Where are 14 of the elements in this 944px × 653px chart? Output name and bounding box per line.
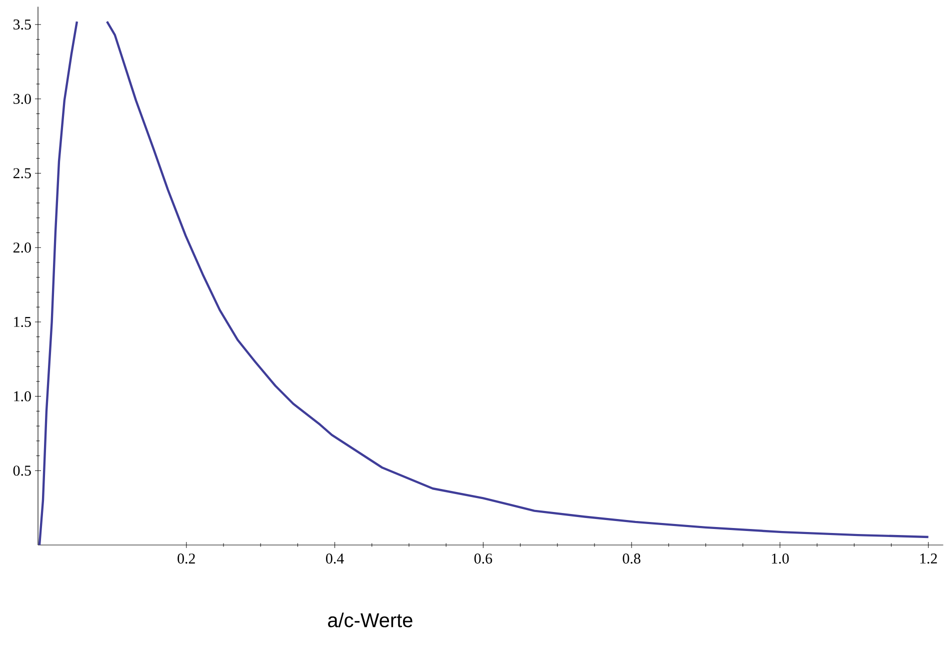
x-tick-label: 0.4 <box>326 554 344 564</box>
x-axis-title: a/c-Werte <box>328 612 412 628</box>
y-tick-label: 3.0 <box>14 94 31 104</box>
x-tick-label: 0.6 <box>474 554 492 564</box>
y-tick-label: 1.5 <box>14 316 31 327</box>
x-tick-label: 0.8 <box>622 554 640 564</box>
y-tick-label: 2.5 <box>13 168 31 178</box>
y-tick-label: 0.5 <box>13 466 31 476</box>
x-tick-label: 0.2 <box>178 554 195 564</box>
x-tick-label: 1.0 <box>772 554 789 564</box>
y-tick-label: 1.0 <box>14 391 31 402</box>
y-tick-label: 3.5 <box>14 19 31 30</box>
y-tick-label: 2.0 <box>13 242 31 253</box>
x-tick-label: 1.2 <box>920 554 937 564</box>
